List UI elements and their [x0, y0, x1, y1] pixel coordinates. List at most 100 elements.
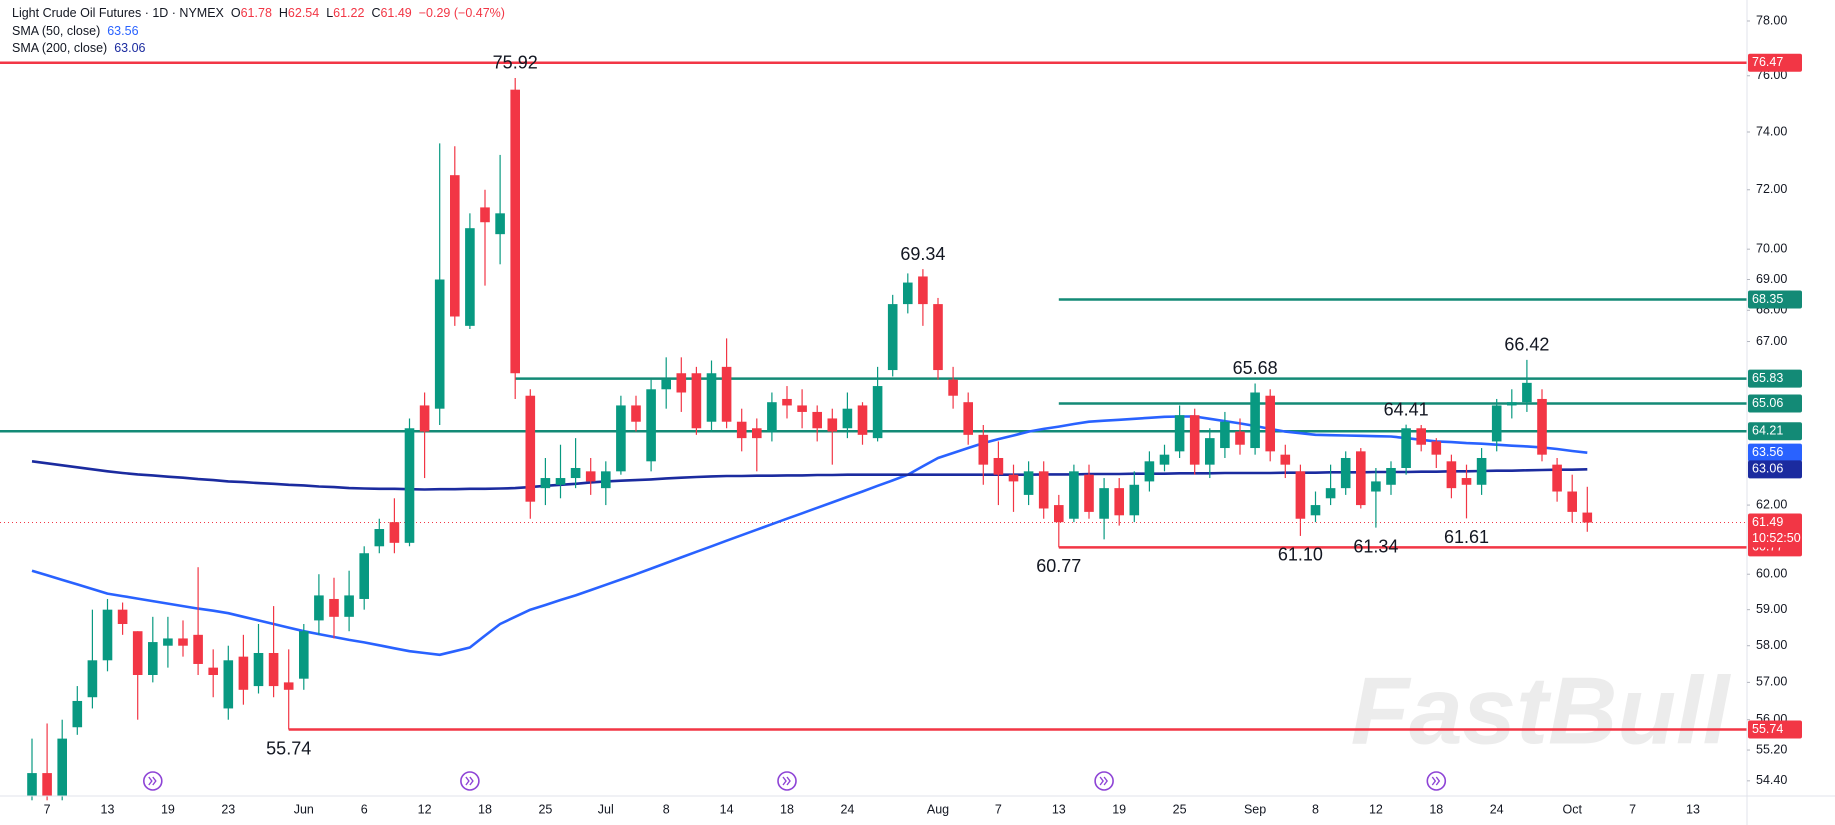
symbol-title: Light Crude Oil Futures · 1D · NYMEX	[12, 6, 225, 20]
ohlc-label: L	[326, 6, 333, 20]
event-circle	[143, 771, 163, 791]
candle-body	[480, 207, 490, 223]
candle-body	[1023, 471, 1034, 495]
candle-body	[87, 660, 98, 698]
candle-body	[1401, 428, 1411, 468]
candle-body	[1144, 461, 1155, 482]
x-tick-label: 13	[1686, 802, 1700, 816]
x-tick-label: 8	[1312, 802, 1319, 816]
candle-body	[570, 467, 581, 479]
candle-body	[1537, 398, 1547, 455]
candle-body	[857, 405, 868, 435]
candle-body	[631, 405, 641, 422]
candle-body	[525, 395, 536, 502]
candle-body	[238, 656, 249, 690]
candle-body	[903, 282, 913, 305]
low-value: 61.22	[333, 6, 364, 20]
price-annotation: 64.41	[1384, 399, 1429, 419]
legend-name: SMA (200, close)	[12, 41, 107, 55]
candle-body	[314, 595, 324, 621]
event-icon	[1094, 771, 1114, 791]
event-arrow	[782, 776, 791, 786]
sma-label: 63.06	[1752, 462, 1783, 476]
level-box	[1748, 290, 1802, 309]
candle-body	[585, 471, 596, 482]
candle-body	[419, 405, 430, 432]
candle-body	[374, 529, 385, 547]
candle-body	[359, 553, 369, 599]
x-tick-label: Jul	[598, 802, 614, 816]
candle-body	[1476, 457, 1487, 485]
candle-body	[268, 652, 279, 687]
candle-body	[1114, 488, 1124, 516]
candle-body	[1491, 405, 1502, 442]
candle-body	[948, 379, 958, 396]
candle-body	[1325, 488, 1336, 499]
candle-body	[1371, 481, 1381, 492]
x-tick-label: Jun	[294, 802, 314, 816]
y-tick-label: 72.00	[1756, 182, 1787, 196]
candle-body	[872, 386, 883, 439]
x-tick-label: 6	[361, 802, 368, 816]
y-tick-label: 70.00	[1756, 241, 1787, 255]
level-label: 68.35	[1752, 292, 1783, 306]
y-tick-label: 60.00	[1756, 567, 1787, 581]
level-box	[1748, 422, 1802, 441]
candle-body	[1567, 491, 1577, 512]
candle-body	[1552, 464, 1562, 492]
candle-body	[601, 471, 611, 489]
level-label: 55.74	[1752, 722, 1783, 736]
candle-body	[57, 738, 67, 797]
x-tick-label: Sep	[1244, 802, 1266, 816]
candle-body	[495, 213, 505, 235]
legend-value: 63.06	[114, 41, 145, 55]
candle-body	[193, 634, 203, 664]
x-tick-label: 25	[1173, 802, 1187, 816]
candle-body	[178, 638, 188, 646]
y-tick-label: 78.00	[1756, 13, 1787, 27]
price-box	[1748, 513, 1802, 548]
candle-body	[1582, 512, 1593, 523]
candle-body	[434, 279, 445, 409]
x-tick-label: 18	[1429, 802, 1443, 816]
event-icon	[1426, 771, 1447, 791]
event-icon	[460, 771, 480, 791]
ohlc-label: H	[279, 6, 288, 20]
y-tick-label: 58.00	[1756, 638, 1787, 652]
x-tick-label: 23	[221, 802, 235, 816]
candle-body	[555, 478, 566, 485]
candle-body	[253, 652, 264, 687]
level-label: 65.06	[1752, 396, 1783, 410]
countdown-label: 10:52:50	[1752, 531, 1801, 545]
price-annotation: 69.34	[900, 244, 945, 264]
price-annotation: 61.61	[1444, 527, 1489, 547]
legend-value: 63.56	[107, 24, 138, 38]
candle-body	[163, 638, 173, 646]
candle-body	[661, 379, 671, 390]
ohlc-label: O	[231, 6, 241, 20]
candle-body	[767, 402, 777, 432]
candle-body	[1250, 392, 1260, 449]
candle-body	[1069, 471, 1079, 519]
candle-body	[510, 89, 520, 374]
legend-entry: SMA (200, close) 63.06	[12, 41, 146, 55]
change-value: −0.29 (−0.47%)	[419, 6, 505, 20]
candle-body	[465, 228, 475, 326]
candle-body	[1008, 474, 1019, 482]
candle-body	[132, 631, 143, 675]
sma-box	[1748, 443, 1802, 462]
x-tick-label: 8	[663, 802, 670, 816]
candle-body	[827, 418, 838, 432]
candle-body	[1038, 471, 1049, 509]
x-tick-label: 24	[1490, 802, 1504, 816]
candle-body	[1522, 382, 1532, 403]
x-tick-label: 13	[101, 802, 115, 816]
sma-box	[1748, 460, 1802, 479]
x-tick-label: Oct	[1562, 802, 1582, 816]
x-tick-label: 14	[720, 802, 734, 816]
candle-body	[1205, 438, 1215, 465]
candle-body	[223, 660, 234, 709]
x-tick-label: 24	[840, 802, 854, 816]
event-icon	[777, 771, 797, 791]
